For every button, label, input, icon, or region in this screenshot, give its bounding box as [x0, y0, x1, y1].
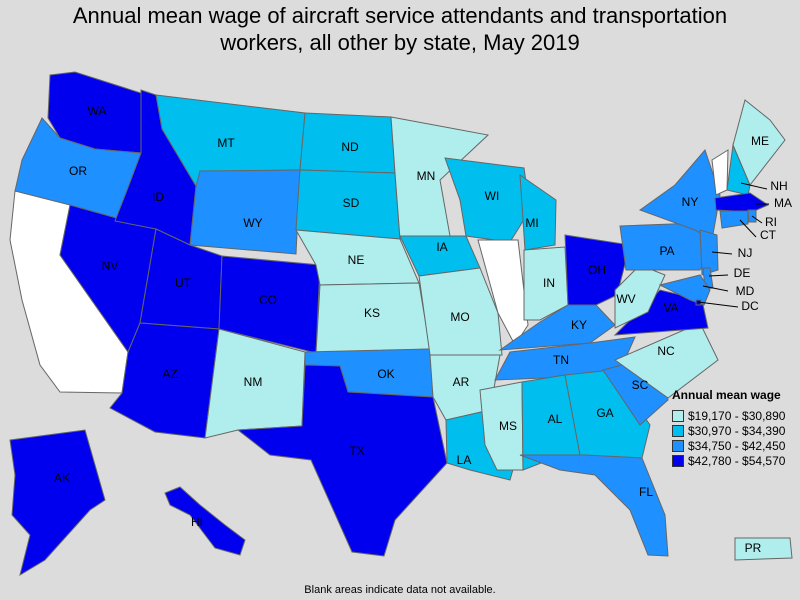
state-mi	[519, 173, 557, 251]
legend-label-bin-2: $30,970 - $34,390	[688, 423, 786, 438]
state-label-pa: PA	[659, 244, 674, 258]
state-hi	[164, 486, 246, 556]
state-label-ny: NY	[682, 195, 699, 209]
legend-label-bin-3: $34,750 - $42,450	[688, 438, 786, 453]
state-label-md: MD	[736, 284, 755, 298]
state-md	[658, 274, 711, 306]
state-label-nm: NM	[244, 375, 263, 389]
state-label-wa: WA	[88, 104, 107, 118]
state-label-ne: NE	[348, 253, 365, 267]
leader-line-ri	[751, 215, 763, 224]
state-label-in: IN	[543, 276, 555, 290]
legend-swatch-bin-2	[672, 424, 684, 437]
state-label-sc: SC	[632, 378, 649, 392]
state-label-ak: AK	[54, 471, 70, 485]
state-label-ri: RI	[765, 215, 777, 229]
state-ak	[9, 429, 106, 577]
state-wy	[189, 169, 301, 255]
state-label-wy: WY	[243, 216, 262, 230]
state-ma	[714, 192, 770, 213]
legend-title: Annual mean wage	[672, 388, 781, 402]
state-label-id: ID	[152, 190, 164, 204]
state-label-mt: MT	[217, 136, 235, 150]
state-label-ct: CT	[760, 228, 777, 242]
state-label-az: AZ	[162, 367, 177, 381]
state-label-nv: NV	[102, 259, 119, 273]
state-label-ok: OK	[377, 367, 394, 381]
state-label-ks: KS	[364, 306, 380, 320]
state-label-me: ME	[751, 134, 769, 148]
state-label-or: OR	[69, 164, 87, 178]
state-label-pr: PR	[745, 541, 762, 555]
state-label-ms: MS	[499, 419, 517, 433]
title-line-1: Annual mean wage of aircraft service att…	[72, 3, 728, 28]
footnote: Blank areas indicate data not available.	[304, 584, 496, 596]
state-label-ut: UT	[175, 276, 192, 290]
state-pr	[734, 537, 793, 561]
legend-item-bin-2: $30,970 - $34,390	[672, 423, 800, 438]
legend-swatch-bin-1	[672, 409, 684, 422]
state-label-de: DE	[734, 266, 751, 280]
state-label-ar: AR	[453, 375, 470, 389]
legend-label-bin-1: $19,170 - $30,890	[688, 408, 786, 423]
legend-item-bin-1: $19,170 - $30,890	[672, 408, 800, 423]
state-me	[732, 99, 786, 186]
leader-line-dc	[697, 301, 739, 308]
state-label-wi: WI	[485, 189, 500, 203]
state-ct	[719, 210, 749, 229]
legend-label-bin-4: $42,780 - $54,570	[688, 453, 786, 468]
state-label-hi: HI	[191, 515, 203, 529]
state-nj	[699, 229, 719, 276]
state-label-ky: KY	[571, 318, 587, 332]
state-label-nc: NC	[657, 344, 675, 358]
state-in	[523, 246, 569, 321]
legend: Annual mean wage $19,170 - $30,890 $30,9…	[672, 388, 800, 468]
state-label-va: VA	[663, 301, 678, 315]
state-label-sd: SD	[343, 196, 360, 210]
state-label-al: AL	[548, 412, 563, 426]
state-label-nd: ND	[341, 140, 359, 154]
leader-line-nh	[740, 182, 768, 190]
state-label-wv: WV	[616, 292, 635, 306]
state-oh	[564, 234, 631, 306]
legend-swatch-bin-3	[672, 439, 684, 452]
state-label-ga: GA	[596, 406, 613, 420]
map-title: Annual mean wage of aircraft service att…	[0, 2, 800, 56]
state-label-tn: TN	[553, 353, 569, 367]
state-nc	[613, 322, 719, 399]
state-label-mn: MN	[417, 169, 436, 183]
state-mo	[418, 267, 503, 356]
legend-item-bin-3: $34,750 - $42,450	[672, 438, 800, 453]
state-fl	[519, 454, 669, 557]
legend-item-bin-4: $42,780 - $54,570	[672, 453, 800, 468]
state-label-mi: MI	[525, 216, 538, 230]
state-label-co: CO	[259, 293, 277, 307]
leader-line-md	[702, 285, 729, 292]
state-label-nh: NH	[770, 179, 787, 193]
state-label-dc: DC	[741, 299, 759, 313]
leader-line-ct	[739, 219, 757, 238]
state-label-oh: OH	[588, 263, 606, 277]
legend-swatch-bin-4	[672, 454, 684, 467]
title-line-2: workers, all other by state, May 2019	[220, 30, 580, 55]
state-label-ma: MA	[774, 196, 792, 210]
state-label-la: LA	[457, 453, 472, 467]
state-tx	[236, 364, 448, 557]
state-ny	[638, 149, 721, 241]
leader-line-de	[708, 274, 729, 277]
state-ms	[479, 381, 524, 471]
state-label-ia: IA	[436, 240, 447, 254]
state-label-tx: TX	[349, 444, 364, 458]
state-label-fl: FL	[639, 485, 653, 499]
state-label-nj: NJ	[738, 246, 753, 260]
state-label-mo: MO	[450, 310, 469, 324]
leader-line-nj	[711, 251, 733, 255]
